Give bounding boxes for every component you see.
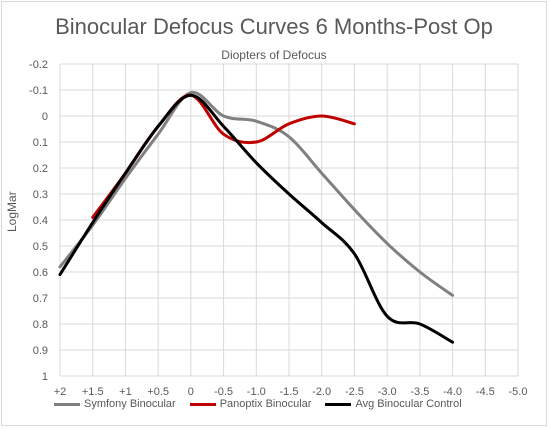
y-tick-label: 0.9 — [33, 345, 48, 357]
y-tick-label: 0.5 — [33, 241, 48, 253]
x-tick-label: +2 — [54, 386, 67, 398]
y-tick-label: -0.1 — [29, 85, 48, 97]
x-tick-label: -3.0 — [378, 386, 397, 398]
x-tick-label: -1.5 — [280, 386, 299, 398]
legend-label-control: Avg Binocular Control — [355, 398, 462, 410]
x-tick-label: +0.5 — [147, 386, 169, 398]
legend-swatch-panoptix — [189, 402, 216, 406]
series-lines — [58, 91, 455, 344]
y-tick-label: 0.6 — [33, 267, 48, 279]
series-line-control — [58, 93, 455, 344]
x-tick-label: 0 — [188, 386, 194, 398]
x-tick-labels: +2 +1.5 +1 +0.5 0 -0.5 -1.0 -1.5 -2.0 -2.5 -3.0 -3.… — [54, 386, 528, 398]
legend-item-panoptix: Panoptix Binocular — [189, 398, 312, 410]
y-tick-label: -0.2 — [29, 59, 48, 71]
chart-title: Binocular Defocus Curves 6 Months-Post O… — [55, 14, 493, 39]
y-tick-label: 0.1 — [33, 137, 48, 149]
legend-item-control: Avg Binocular Control — [325, 398, 462, 410]
y-tick-label: 0.2 — [33, 163, 48, 175]
x-tick-label: -2.5 — [345, 386, 364, 398]
x-tick-label: -2.0 — [312, 386, 331, 398]
x-tick-label: -1.0 — [247, 386, 266, 398]
gridlines — [59, 63, 519, 377]
x-tick-label: +1.5 — [82, 386, 104, 398]
x-tick-label: -4.5 — [476, 386, 495, 398]
legend-label-panoptix: Panoptix Binocular — [219, 398, 312, 410]
series-line-symfony — [58, 91, 455, 297]
legend: Symfony Binocular Panoptix Binocular Avg… — [54, 398, 524, 410]
legend-item-symfony: Symfony Binocular — [54, 398, 176, 410]
y-tick-label: 0.8 — [33, 319, 48, 331]
x-tick-label: -4.0 — [443, 386, 462, 398]
legend-swatch-control — [325, 402, 352, 406]
y-tick-labels: -0.2 -0.1 0 0.1 0.2 0.3 0.4 0.5 0.6 0.7 0.8 0.9 1 — [29, 59, 48, 383]
y-tick-label: 0.3 — [33, 189, 48, 201]
x-tick-label: +1 — [119, 386, 132, 398]
chart-subtitle: Diopters of Defocus — [221, 48, 327, 62]
y-tick-label: 0.4 — [33, 215, 48, 227]
legend-swatch-symfony — [54, 402, 80, 406]
legend-label-symfony: Symfony Binocular — [84, 398, 176, 410]
y-tick-label: 1 — [42, 371, 48, 383]
y-tick-label: 0 — [42, 111, 48, 123]
x-tick-label: -0.5 — [214, 386, 233, 398]
x-tick-label: -3.5 — [410, 386, 429, 398]
x-tick-label: -5.0 — [509, 386, 528, 398]
y-tick-label: 0.7 — [33, 293, 48, 305]
